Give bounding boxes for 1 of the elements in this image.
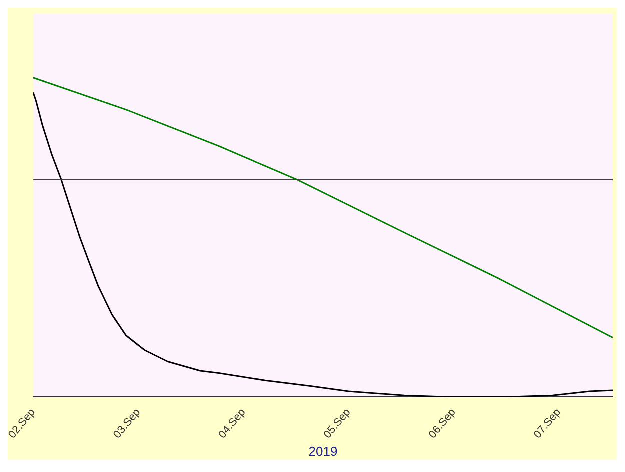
x-axis-title: 2019	[308, 444, 338, 459]
